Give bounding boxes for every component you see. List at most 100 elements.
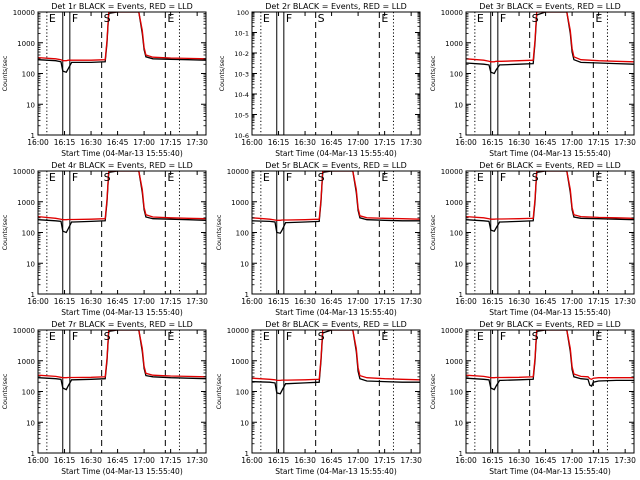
- lld-series-line: [466, 171, 634, 220]
- x-tick-label: 16:00: [241, 297, 263, 306]
- x-tick-label: 17:30: [400, 297, 422, 306]
- marker-label: E: [477, 171, 484, 184]
- lld-series-line: [38, 12, 206, 62]
- x-axis-label: Start Time (04-Mar-13 15:55:40): [61, 467, 183, 476]
- x-tick-label: 16:30: [508, 456, 530, 465]
- x-tick-label: 16:30: [508, 138, 530, 147]
- x-tick-label: 17:15: [374, 456, 396, 465]
- y-axis-label: Counts/sec: [1, 214, 9, 250]
- y-tick-label: 10000: [441, 168, 463, 176]
- panel-title: Det 5r BLACK = Events, RED = LLD: [265, 161, 407, 170]
- x-tick-label: 16:45: [107, 297, 129, 306]
- y-tick-label: 100: [450, 71, 463, 79]
- marker-label: S: [532, 330, 539, 343]
- y-tick-label: 10: [240, 419, 249, 427]
- x-tick-label: 16:15: [54, 138, 76, 147]
- marker-label: S: [104, 330, 111, 343]
- x-tick-label: 16:15: [268, 297, 290, 306]
- y-tick-label: 10-2: [234, 50, 249, 58]
- detector-panel: E F S E 16:00 16:15 16:30 16:45 17:00 17:15 17:30 1…: [215, 161, 422, 317]
- x-tick-label: 16:30: [80, 138, 102, 147]
- y-tick-label: 1000: [231, 358, 249, 366]
- x-tick-label: 17:30: [400, 138, 422, 147]
- marker-label: E: [263, 12, 270, 25]
- x-tick-label: 17:15: [588, 297, 610, 306]
- x-tick-label: 17:30: [186, 297, 208, 306]
- lld-series-line: [252, 171, 420, 221]
- x-tick-label: 16:15: [482, 297, 504, 306]
- x-tick-label: 16:45: [321, 138, 343, 147]
- panel-title: Det 4r BLACK = Events, RED = LLD: [51, 161, 193, 170]
- marker-label: F: [500, 330, 506, 343]
- y-tick-label: 10-6: [234, 132, 249, 140]
- x-tick-label: 16:00: [27, 297, 49, 306]
- y-tick-label: 1000: [17, 358, 35, 366]
- panel-title: Det 3r BLACK = Events, RED = LLD: [479, 2, 621, 11]
- y-tick-label: 10: [26, 101, 35, 109]
- x-tick-label: 16:15: [268, 456, 290, 465]
- x-tick-label: 16:00: [455, 456, 477, 465]
- series-group: [252, 330, 420, 395]
- events-series-line: [466, 330, 634, 391]
- marker-label: E: [595, 330, 602, 343]
- panel-title: Det 2r BLACK = Events, RED = LLD: [265, 2, 407, 11]
- x-tick-label: 17:15: [374, 297, 396, 306]
- marker-label: E: [49, 12, 56, 25]
- x-tick-label: 16:30: [294, 456, 316, 465]
- marker-label: S: [532, 12, 539, 25]
- y-axis-label: Counts/sec: [429, 55, 437, 91]
- lld-series-line: [252, 330, 420, 382]
- marker-label: E: [49, 330, 56, 343]
- y-tick-label: 1: [31, 291, 35, 299]
- y-tick-label: 10000: [227, 327, 249, 335]
- y-tick-label: 100: [450, 389, 463, 397]
- marker-label: S: [318, 330, 325, 343]
- y-tick-label: 10000: [13, 9, 35, 17]
- detector-panel: E F S E 16:00 16:15 16:30 16:45 17:00 17:15 17:30 1…: [215, 320, 422, 476]
- x-tick-label: 16:00: [27, 138, 49, 147]
- x-tick-label: 17:00: [347, 138, 369, 147]
- panel-title: Det 8r BLACK = Events, RED = LLD: [265, 320, 407, 329]
- x-tick-label: 16:45: [107, 138, 129, 147]
- x-tick-label: 17:00: [561, 138, 583, 147]
- y-tick-label: 1: [245, 291, 249, 299]
- lld-series-line: [38, 330, 206, 379]
- marker-label: E: [263, 171, 270, 184]
- lld-series-line: [38, 171, 206, 221]
- detector-panel: E F S E 16:00 16:15 16:30 16:45 17:00 17:15 17:30 1…: [218, 2, 422, 158]
- x-tick-label: 16:15: [268, 138, 290, 147]
- y-axis-label: Counts/sec: [1, 373, 9, 409]
- marker-label: F: [286, 12, 292, 25]
- y-tick-label: 10: [454, 101, 463, 109]
- y-tick-label: 100: [236, 389, 249, 397]
- x-tick-label: 16:45: [107, 456, 129, 465]
- x-axis-label: Start Time (04-Mar-13 15:55:40): [275, 467, 397, 476]
- x-tick-label: 17:00: [133, 456, 155, 465]
- detector-panel: E F S E 16:00 16:15 16:30 16:45 17:00 17:15 17:30 1…: [429, 320, 636, 476]
- y-axis-label: Counts/sec: [429, 214, 437, 250]
- detector-panel: E F S E 16:00 16:15 16:30 16:45 17:00 17:15 17:30 1…: [1, 161, 208, 317]
- y-tick-label: 10: [26, 419, 35, 427]
- x-tick-label: 17:30: [614, 456, 636, 465]
- series-group: [38, 171, 206, 234]
- x-tick-label: 16:15: [54, 297, 76, 306]
- marker-label: E: [167, 171, 174, 184]
- y-tick-label: 10000: [13, 168, 35, 176]
- x-tick-label: 16:15: [482, 456, 504, 465]
- x-tick-label: 17:00: [561, 456, 583, 465]
- detector-panel: E F S E 16:00 16:15 16:30 16:45 17:00 17:15 17:30 1…: [429, 2, 636, 158]
- x-tick-label: 17:30: [186, 138, 208, 147]
- lld-series-line: [466, 330, 634, 381]
- y-tick-label: 10: [26, 260, 35, 268]
- detector-panel: E F S E 16:00 16:15 16:30 16:45 17:00 17:15 17:30 1…: [1, 320, 208, 476]
- y-tick-label: 100: [22, 71, 35, 79]
- y-tick-label: 1: [245, 450, 249, 458]
- x-tick-label: 17:00: [133, 297, 155, 306]
- x-axis-label: Start Time (04-Mar-13 15:55:40): [489, 467, 611, 476]
- x-tick-label: 17:15: [588, 138, 610, 147]
- x-axis-label: Start Time (04-Mar-13 15:55:40): [61, 308, 183, 317]
- x-tick-label: 17:00: [133, 138, 155, 147]
- y-tick-label: 10000: [441, 327, 463, 335]
- marker-label: E: [263, 330, 270, 343]
- x-tick-label: 17:30: [614, 138, 636, 147]
